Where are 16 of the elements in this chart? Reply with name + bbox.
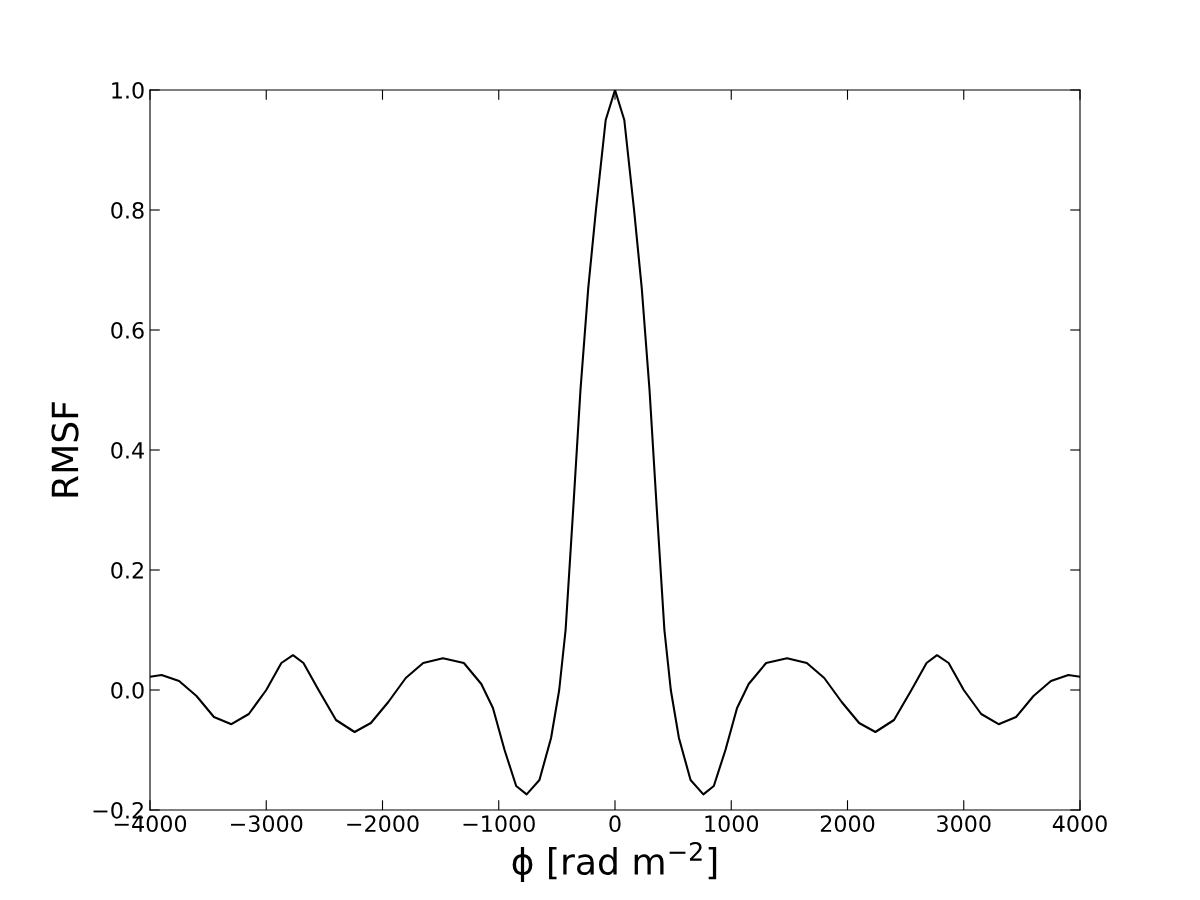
y-tick-label: 0.8 <box>111 201 144 219</box>
y-tick-label: 0.4 <box>111 441 144 459</box>
x-tick-label: 3000 <box>937 815 991 833</box>
y-tick-label: 0.2 <box>111 561 143 579</box>
y-axis-title: RMSF <box>51 402 79 497</box>
y-tick-label: 0.6 <box>111 321 144 339</box>
x-tick-label: −1000 <box>463 815 535 833</box>
x-tick-label: −2000 <box>347 815 419 833</box>
x-tick-label: −3000 <box>231 815 303 833</box>
x-tick-label: 4000 <box>1052 815 1107 833</box>
y-tick-label: 0.0 <box>111 681 144 699</box>
x-tick-label: 2000 <box>820 815 875 833</box>
x-tick-label: 0 <box>609 815 621 833</box>
x-tick-label: 1000 <box>705 815 759 833</box>
y-tick-label: 1.0 <box>112 81 144 99</box>
x-axis-title: ϕ [rad m$^{−2}$] <box>512 841 717 883</box>
